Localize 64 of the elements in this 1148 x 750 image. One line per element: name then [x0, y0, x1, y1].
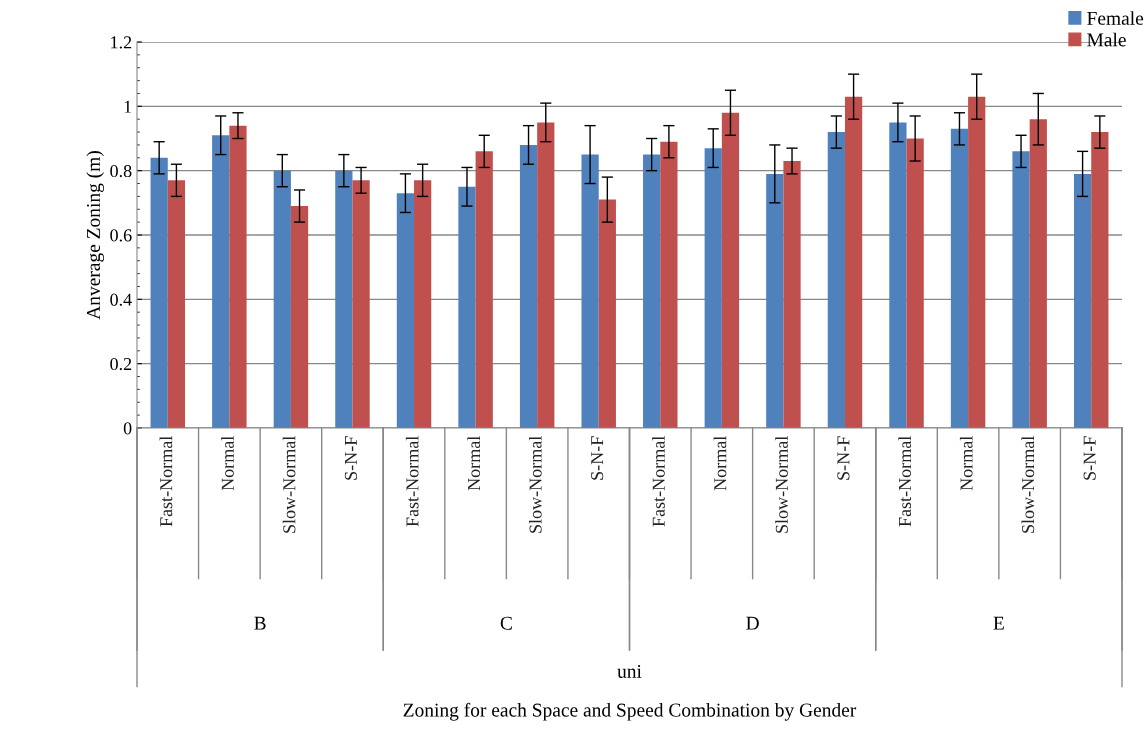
bar: [721, 112, 740, 428]
text: C: [500, 616, 512, 630]
x-tick-label: Slow-Normal: [282, 436, 296, 533]
bar: [519, 144, 538, 428]
bar: [352, 180, 370, 428]
bar: [598, 199, 616, 428]
y-tick-label: 0.4: [110, 293, 132, 306]
y-tick-label: 0: [123, 422, 132, 435]
bar: [581, 154, 599, 428]
x-tick-label: S-N-F: [344, 436, 357, 480]
bar: [229, 125, 247, 428]
bar: [335, 170, 353, 428]
bar: [906, 138, 924, 428]
bar: [1012, 151, 1030, 428]
bar: [414, 180, 432, 428]
text: uni: [617, 664, 642, 678]
bar: [827, 132, 845, 428]
text: E: [993, 616, 1004, 630]
bar: [150, 157, 168, 428]
bar: [458, 186, 476, 428]
x-tick-label: S-N-F: [837, 436, 850, 480]
bar: [783, 161, 801, 428]
x-tick-label: Fast-Normal: [405, 436, 419, 527]
bar: [844, 96, 863, 428]
x-tick-label: Normal: [221, 436, 234, 491]
y-tick-label: 1: [124, 100, 132, 113]
bar: [396, 193, 415, 428]
x-tick-label: Normal: [713, 436, 727, 491]
x-tick-label: Fast-Normal: [652, 436, 665, 527]
bar: [1029, 119, 1047, 428]
bar: [1073, 173, 1092, 428]
bar: [475, 151, 493, 428]
bar: [290, 206, 309, 428]
x-tick-label: Fast-Normal: [898, 436, 912, 527]
x-tick-label: S-N-F: [591, 436, 604, 480]
x-tick-label: Slow-Normal: [528, 436, 542, 533]
text: Zoning for each Space and Speed Combination by Gender: [403, 702, 857, 721]
y-axis-title: Anverage Zoning (m): [86, 151, 105, 320]
legend-label: Female: [1087, 11, 1144, 25]
bar: [537, 122, 555, 428]
bar: [968, 96, 986, 428]
bar: [643, 154, 661, 428]
bar: [212, 135, 230, 428]
text: B: [254, 616, 266, 630]
bar: [950, 128, 969, 428]
x-tick-label: Slow-Normal: [1021, 436, 1035, 533]
y-tick-label: 0.8: [110, 164, 132, 178]
bar: [766, 173, 784, 428]
y-tick-label: 0.2: [110, 357, 132, 371]
bar: [660, 141, 678, 428]
y-tick-label: 1.2: [111, 36, 132, 49]
x-tick-label: Fast-Normal: [159, 436, 173, 527]
y-tick-label: 0.6: [110, 229, 132, 242]
x-tick-label: S-N-F: [1083, 436, 1096, 480]
text: D: [746, 616, 759, 630]
bar: [704, 148, 722, 428]
bar: [167, 180, 186, 428]
bar: [889, 122, 907, 428]
x-tick-label: Normal: [467, 436, 481, 491]
bar: [273, 170, 291, 428]
x-tick-label: Normal: [959, 436, 973, 491]
x-tick-label: Slow-Normal: [775, 436, 788, 533]
bar: [1091, 132, 1109, 428]
legend-label: Male: [1087, 32, 1126, 47]
